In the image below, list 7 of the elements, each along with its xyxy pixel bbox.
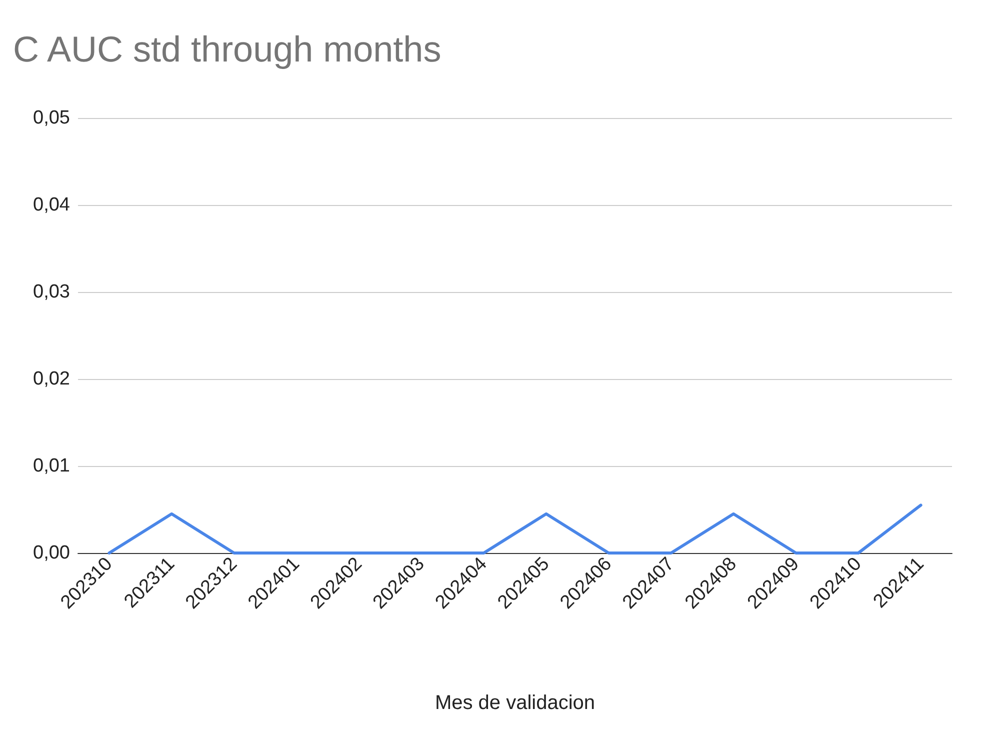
y-tick-label: 0,05 bbox=[33, 108, 70, 128]
y-tick-label: 0,04 bbox=[33, 194, 70, 216]
x-axis-title: Mes de validacion bbox=[434, 692, 596, 714]
y-tick-label: 0,01 bbox=[33, 456, 70, 476]
y-tick-label: 0,02 bbox=[33, 368, 70, 390]
chart-title: C AUC std through months bbox=[13, 28, 442, 70]
y-tick-label: 0,03 bbox=[33, 282, 70, 302]
